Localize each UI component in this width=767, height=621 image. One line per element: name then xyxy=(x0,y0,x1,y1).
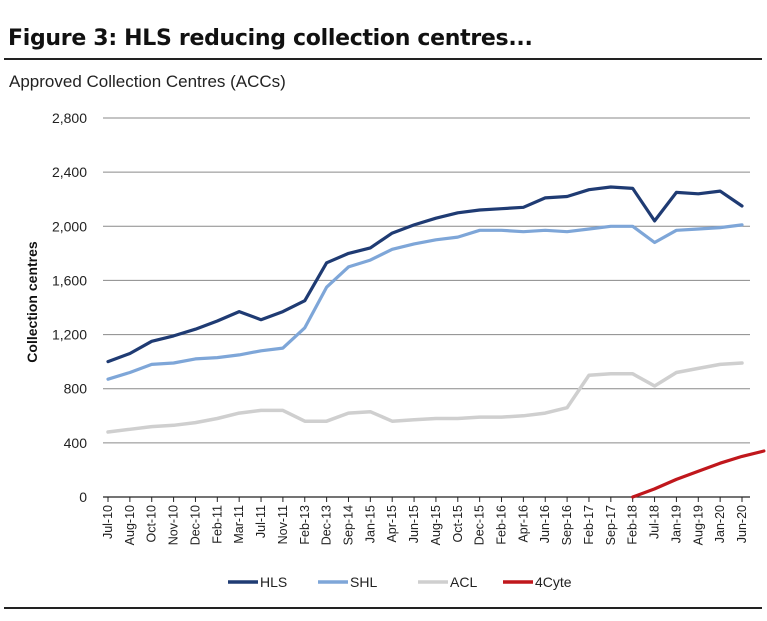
x-tick-label: Aug-15 xyxy=(429,505,443,545)
x-tick-label: Jul-18 xyxy=(648,505,662,539)
y-tick-label: 800 xyxy=(64,381,88,397)
y-tick-label: 1,200 xyxy=(52,327,87,343)
figure-subtitle: Approved Collection Centres (ACCs) xyxy=(9,72,286,91)
x-tick-label: Dec-10 xyxy=(188,505,202,545)
y-tick-label: 2,800 xyxy=(52,110,87,126)
x-tick-label: Jan-15 xyxy=(363,505,377,543)
title-rule xyxy=(4,58,762,60)
x-tick-label: Feb-16 xyxy=(495,505,509,545)
series-line-4cyte xyxy=(631,449,766,499)
x-tick-label: Sep-17 xyxy=(604,505,618,545)
x-tick-label: Oct-15 xyxy=(451,505,465,543)
x-tick-label: Jun-20 xyxy=(735,505,749,543)
x-tick-label: Feb-13 xyxy=(298,505,312,545)
x-tick-label: Aug-19 xyxy=(691,505,705,545)
x-tick-label: Sep-16 xyxy=(560,505,574,545)
legend-label-4cyte: 4Cyte xyxy=(535,574,572,590)
x-tick-label: Feb-17 xyxy=(582,505,596,545)
x-tick-label: Aug-10 xyxy=(123,505,137,545)
y-tick-label: 2,400 xyxy=(52,164,87,180)
x-tick-label: Jul-11 xyxy=(254,505,268,538)
x-tick-label: Jun-16 xyxy=(538,505,552,543)
legend-label-shl: SHL xyxy=(350,574,377,590)
x-tick-label: Feb-18 xyxy=(626,505,640,545)
x-tick-label: Jul-10 xyxy=(101,505,115,539)
y-tick-label: 1,600 xyxy=(52,272,87,288)
y-tick-label: 2,000 xyxy=(52,218,87,234)
series-line-hls xyxy=(106,185,744,364)
series-lines xyxy=(106,185,766,499)
x-tick-label: Nov-10 xyxy=(167,505,181,545)
legend-label-acl: ACL xyxy=(450,574,477,590)
figure-title: Figure 3: HLS reducing collection centre… xyxy=(8,26,533,51)
bottom-rule xyxy=(4,607,762,609)
x-tick-label: Dec-15 xyxy=(473,505,487,545)
y-axis-ticks: 0 400 800 1,200 1,600 2,000 2,400 2,800 xyxy=(52,110,87,505)
series-line-acl xyxy=(106,361,744,434)
x-tick-label: Mar-11 xyxy=(232,505,246,544)
x-tick-label: Oct-10 xyxy=(145,505,159,543)
x-tick-label: Apr-15 xyxy=(385,505,399,543)
grid-lines xyxy=(103,117,750,444)
x-tick-label: Dec-13 xyxy=(320,505,334,545)
y-tick-label: 400 xyxy=(64,435,88,451)
x-tick-label: Nov-11 xyxy=(276,505,290,544)
x-tick-label: Sep-14 xyxy=(341,505,355,545)
x-tick-label: Apr-16 xyxy=(516,505,530,543)
x-axis: Jul-10 Aug-10 Oct-10 Nov-10 Dec-10 Feb-11 Mar-… xyxy=(101,496,750,545)
y-tick-label: 0 xyxy=(79,489,87,505)
x-tick-label: Jan-20 xyxy=(713,505,727,543)
x-tick-label: Feb-11 xyxy=(210,505,224,544)
y-axis-label: Collection centres xyxy=(24,241,40,363)
x-tick-label: Jan-19 xyxy=(669,505,683,543)
legend: HLS SHL ACL 4Cyte xyxy=(228,574,572,590)
x-tick-label: Jun-15 xyxy=(407,505,421,543)
legend-label-hls: HLS xyxy=(260,574,287,590)
series-line-shl xyxy=(106,223,744,381)
